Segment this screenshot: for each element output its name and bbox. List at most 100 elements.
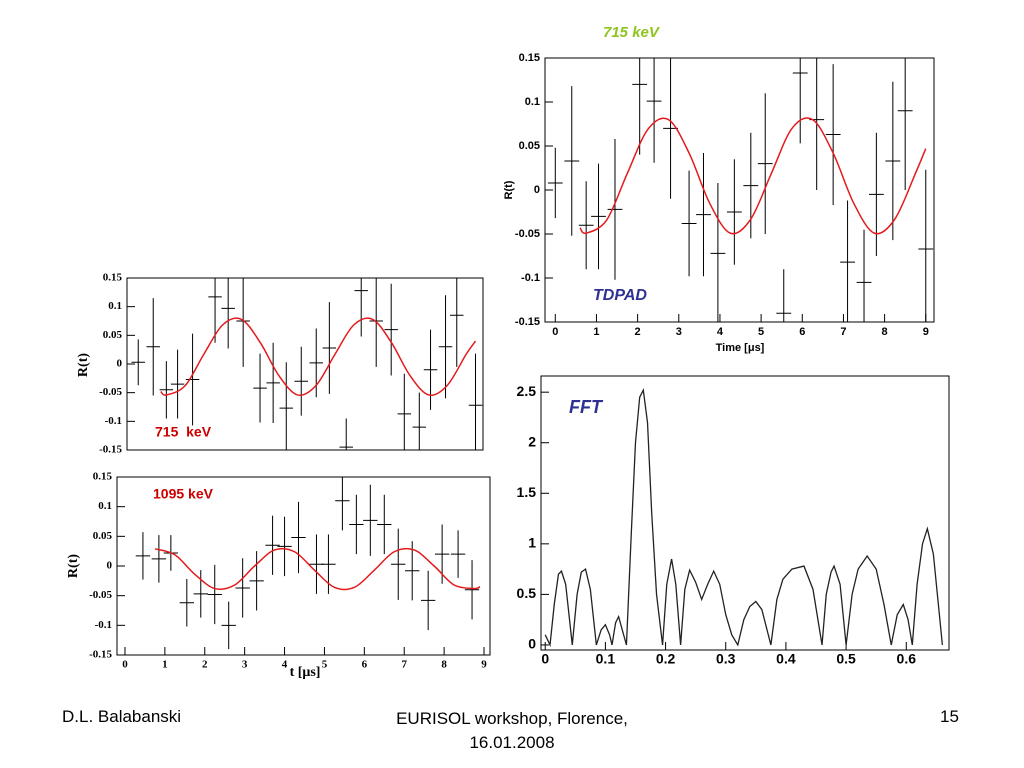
annotation: 1095 keV	[153, 486, 214, 502]
data-point	[423, 329, 438, 410]
y-tick-label: -0.15	[515, 316, 540, 328]
spectrum-line	[544, 387, 944, 648]
data-point	[253, 353, 267, 423]
x-tick-label: 5	[322, 659, 328, 671]
y-tick-label: 0.05	[103, 329, 123, 341]
data-point	[185, 333, 200, 426]
x-tick-label: 1	[162, 659, 168, 671]
fit-curve	[579, 117, 927, 235]
data-point	[710, 182, 726, 322]
data-point	[131, 339, 145, 386]
data-point	[897, 58, 913, 190]
y-tick-label: 0.1	[525, 96, 540, 108]
data-point	[564, 86, 580, 236]
y-axis-label: R(t)	[76, 353, 91, 377]
annotation: TDPAD	[593, 287, 647, 304]
data-point	[397, 373, 412, 450]
y-tick-label: 2.5	[517, 383, 537, 399]
data-point	[578, 181, 594, 270]
data-point	[405, 541, 420, 601]
data-point	[468, 353, 483, 450]
chart: -0.15 -0.1 -0.05 0 0.05 0.1 0.15 0 1 2 3 4 5 6 7 8 9 R(t)…	[66, 471, 491, 680]
plot-frame	[540, 375, 950, 651]
data-point	[412, 392, 427, 450]
data-point	[170, 349, 185, 419]
data-point	[363, 484, 378, 556]
fit-curve	[160, 317, 477, 397]
data-point	[179, 579, 194, 627]
y-tick-label: 1.5	[517, 484, 537, 500]
data-point	[279, 362, 294, 450]
y-tick-label: -0.1	[521, 272, 540, 284]
chart: -0.15 -0.1 -0.05 0 0.05 0.1 0.15 R(t) 715 keV	[76, 272, 484, 456]
data-point	[438, 295, 453, 399]
y-tick-label: 0.15	[103, 272, 123, 284]
data-point	[420, 570, 436, 631]
data-point	[207, 564, 222, 625]
event: EURISOL workshop, Florence, 16.01.2008	[396, 709, 628, 752]
x-tick-label: 0	[122, 659, 128, 671]
y-tick-label: -0.15	[99, 444, 122, 456]
data-point	[776, 269, 792, 322]
data-point	[309, 534, 324, 594]
data-point	[335, 477, 350, 531]
data-point	[235, 558, 250, 618]
data-point	[369, 278, 383, 367]
x-tick-label: 2	[202, 659, 208, 671]
chart: 0 0.5 1 1.5 2 2.5 0 0.1 0.2 0.3 0.4 0.5 0.6 FFT	[517, 375, 950, 667]
x-tick-label: 9	[923, 326, 929, 338]
x-tick-label: 0.5	[836, 651, 856, 667]
x-axis-label: Time [μs]	[716, 342, 765, 354]
data-point	[135, 532, 151, 580]
x-tick-label: 2	[635, 326, 641, 338]
y-tick-label: 0.1	[108, 300, 122, 312]
y-tick-label: 0.15	[519, 52, 540, 64]
data-point	[743, 132, 759, 239]
x-tick-label: 6	[799, 326, 805, 338]
data-point	[277, 516, 292, 577]
y-tick-label: -0.15	[89, 649, 112, 661]
data-point	[349, 494, 364, 555]
x-tick-label: 7	[840, 326, 846, 338]
x-tick-label: 7	[401, 659, 407, 671]
data-point	[450, 278, 464, 367]
data-point	[146, 298, 160, 396]
data-point	[384, 283, 398, 376]
y-tick-label: 1	[528, 535, 536, 551]
data-point	[339, 418, 353, 450]
data-point	[450, 530, 466, 578]
x-axis-label: t [μs]	[290, 665, 321, 680]
x-tick-label: 0	[541, 651, 549, 667]
x-tick-label: 0.2	[656, 651, 676, 667]
x-tick-label: 4	[717, 326, 724, 338]
y-tick-label: -0.1	[95, 619, 112, 631]
data-point	[885, 81, 901, 241]
data-point	[266, 342, 280, 424]
x-tick-label: 0.3	[716, 651, 736, 667]
y-tick-label: -0.05	[99, 386, 122, 398]
y-axis-label: R(t)	[503, 180, 515, 199]
chart: -0.15 -0.1 -0.05 0 0.05 0.1 0.15 0 1 2 3 4 5 6 7 8 9 715 …	[503, 24, 935, 354]
y-tick-label: 0	[534, 184, 540, 196]
data-point	[221, 278, 235, 349]
x-tick-label: 8	[882, 326, 888, 338]
plot-frame	[544, 57, 935, 323]
data-point	[726, 159, 742, 265]
x-tick-label: 5	[758, 326, 764, 338]
annotation: 715 keV	[155, 424, 212, 440]
data-point	[294, 346, 308, 416]
plot-frame	[126, 277, 484, 451]
y-tick-label: 2	[528, 433, 536, 449]
y-tick-label: 0	[117, 358, 123, 370]
data-point	[591, 163, 606, 270]
data-point	[291, 501, 306, 574]
data-point	[354, 278, 368, 337]
y-tick-label: -0.05	[89, 589, 112, 601]
data-point	[391, 528, 406, 600]
x-tick-label: 8	[441, 659, 447, 671]
data-point	[193, 570, 208, 618]
data-point	[208, 278, 222, 343]
data-point	[377, 494, 392, 555]
